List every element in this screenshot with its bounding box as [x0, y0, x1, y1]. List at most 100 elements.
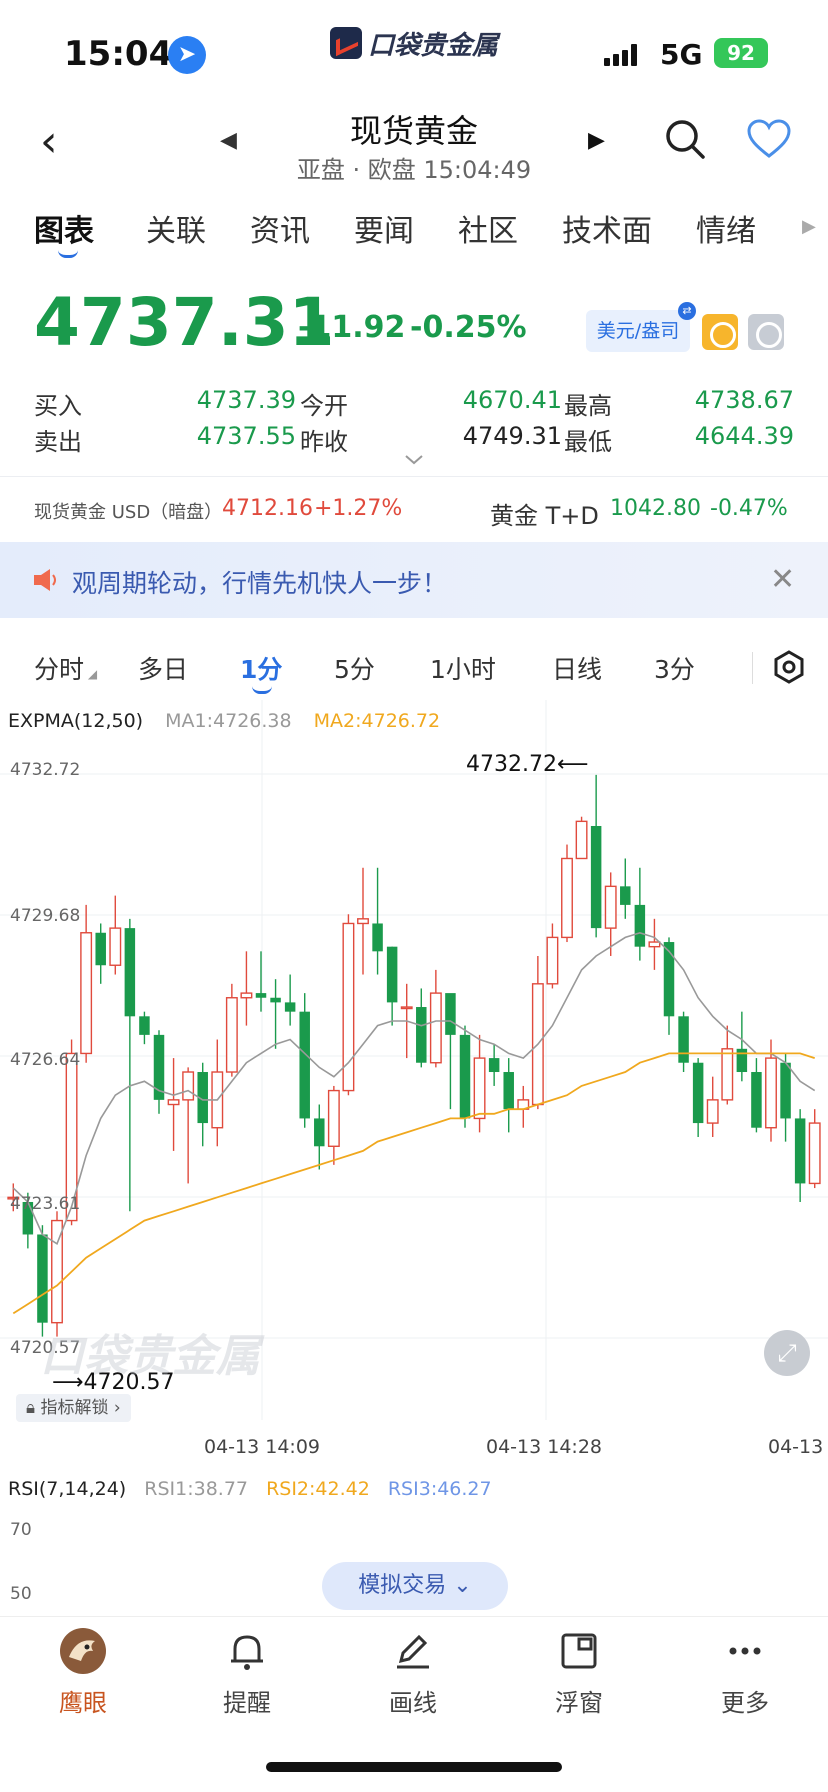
- candle-body: [429, 992, 442, 1064]
- candle-body: [575, 820, 588, 860]
- simulated-trading-label: 模拟交易: [358, 1573, 447, 1598]
- candle-body: [225, 997, 238, 1073]
- nav-label: 浮窗: [555, 1689, 603, 1717]
- price-change: -11.92: [298, 310, 406, 345]
- indicator-legend: EXPMA(12,50) MA1:4726.38 MA2:4726.72: [8, 710, 456, 732]
- period-daily[interactable]: 日线: [552, 655, 603, 684]
- simulated-trading-button[interactable]: 模拟交易 ⌄: [322, 1562, 508, 1610]
- tabs-scroll-right-icon[interactable]: ▶: [802, 216, 816, 237]
- candle-body: [678, 1016, 689, 1063]
- candle-body: [197, 1072, 208, 1124]
- nav-more[interactable]: 更多: [670, 1627, 820, 1718]
- dark-market-value: 4712.16: [222, 496, 313, 521]
- chart-settings-icon[interactable]: [772, 650, 806, 684]
- favorite-heart-icon[interactable]: [746, 118, 792, 160]
- previous-instrument-arrow-icon[interactable]: ◀: [220, 128, 237, 153]
- period-intraday[interactable]: 分时 ◢: [34, 655, 98, 684]
- tab-news[interactable]: 资讯: [250, 214, 310, 249]
- divider: [0, 476, 828, 477]
- candle-body: [22, 1201, 34, 1235]
- tab-community[interactable]: 社区: [458, 214, 518, 249]
- candle-body: [299, 1011, 310, 1119]
- candle-body: [109, 927, 122, 966]
- fullscreen-expand-icon[interactable]: ⤢: [764, 1330, 810, 1376]
- candle-body: [780, 1062, 791, 1119]
- rsi-tick-label: 50: [10, 1584, 32, 1604]
- candle-body: [124, 928, 136, 1017]
- tab-related[interactable]: 关联: [146, 214, 206, 249]
- candle-body: [459, 1034, 471, 1119]
- close-icon[interactable]: ✕: [770, 562, 796, 597]
- ma1-value: MA1:4726.38: [165, 710, 292, 732]
- max-price-value: 4732.72: [466, 752, 557, 777]
- candle-body: [416, 1007, 427, 1063]
- open-value: 4670.41: [462, 386, 562, 414]
- home-indicator: [266, 1762, 562, 1772]
- prev-close-label: 昨收: [300, 428, 348, 456]
- period-5min[interactable]: 5分: [334, 655, 375, 684]
- next-instrument-arrow-icon[interactable]: ▶: [588, 128, 605, 153]
- nav-label: 鹰眼: [59, 1689, 107, 1717]
- candle-body: [327, 1089, 340, 1147]
- nav-eagle-eye[interactable]: 鹰眼: [8, 1627, 158, 1718]
- sell-value: 4737.55: [196, 422, 296, 450]
- ma2-line: [12, 1052, 815, 1315]
- network-type: 5G: [660, 38, 703, 71]
- rsi-name: RSI(7,14,24): [8, 1478, 127, 1500]
- buy-label: 买入: [34, 392, 82, 420]
- candle-body: [620, 886, 631, 905]
- candle-body: [51, 1219, 63, 1324]
- cellular-signal-icon: [604, 42, 637, 66]
- rsi-legend: RSI(7,14,24) RSI1:38.77 RSI2:42.42 RSI3:…: [8, 1478, 504, 1500]
- candle-body: [794, 1118, 806, 1184]
- rsi1-value: RSI1:38.77: [144, 1478, 249, 1500]
- back-chevron-icon[interactable]: ‹: [40, 116, 58, 167]
- unlock-indicator-button[interactable]: 🔒︎ 指标解锁 ›: [16, 1394, 131, 1422]
- rsi-tick-label: 70: [10, 1520, 32, 1540]
- y-tick-label: 4723.61: [10, 1194, 81, 1214]
- expand-chevron-icon[interactable]: [404, 454, 424, 466]
- promo-banner[interactable]: 观周期轮动，行情先机快人一步！ ✕: [0, 542, 828, 618]
- candle-body: [765, 1057, 777, 1129]
- candlestick-chart[interactable]: [0, 700, 828, 1500]
- search-icon[interactable]: [664, 118, 706, 160]
- tab-sentiment[interactable]: 情绪: [696, 214, 756, 249]
- tab-headlines[interactable]: 要闻: [354, 214, 414, 249]
- candle-body: [751, 1072, 762, 1128]
- tab-technical[interactable]: 技术面: [562, 214, 652, 249]
- divider: [752, 652, 753, 684]
- status-time: 15:04: [64, 34, 173, 74]
- period-1hour[interactable]: 1小时: [430, 655, 496, 684]
- chevron-down-circle-icon: ⌄: [453, 1573, 472, 1598]
- period-1min[interactable]: 1分: [240, 655, 283, 684]
- nav-draw-line[interactable]: 画线: [338, 1627, 488, 1718]
- period-multi-day[interactable]: 多日: [138, 655, 189, 684]
- ma2-value: MA2:4726.72: [313, 710, 441, 732]
- active-tab-indicator: [58, 250, 78, 258]
- brand-mark-icon: [330, 27, 362, 59]
- brand-logo: 口袋贵金属: [330, 26, 498, 61]
- candle-body: [167, 1099, 180, 1106]
- candle-body: [808, 1122, 821, 1185]
- nav-alerts[interactable]: 提醒: [172, 1627, 322, 1718]
- tab-chart[interactable]: 图表: [34, 214, 94, 249]
- banner-text: 观周期轮动，行情先机快人一步！: [72, 569, 448, 598]
- related-quotes-row[interactable]: 现货黄金 USD（暗盘） 4712.16 +1.27% 黄金 T+D 1042.…: [0, 476, 828, 542]
- quote-row-2: 卖出 4737.55 昨收 4749.31 最低 4644.39: [34, 422, 794, 458]
- period-3min[interactable]: 3分: [654, 655, 695, 684]
- candle-body: [372, 923, 383, 952]
- lock-icon: 🔒︎: [26, 1398, 36, 1418]
- status-bar: 15:04 ➤ 口袋贵金属 5G 92: [0, 0, 828, 100]
- chart-area[interactable]: EXPMA(12,50) MA1:4726.38 MA2:4726.72 473…: [0, 700, 828, 1540]
- candle-body: [634, 904, 646, 947]
- candle-body: [706, 1099, 719, 1124]
- nav-float-window[interactable]: 浮窗: [504, 1627, 654, 1718]
- silver-coin-icon[interactable]: [748, 314, 784, 350]
- candle-body: [386, 946, 398, 1003]
- chevron-right-icon: ›: [113, 1398, 121, 1418]
- speaker-icon: [34, 569, 56, 591]
- swap-icon: ⇄: [678, 302, 696, 320]
- unit-toggle-button[interactable]: 美元/盎司 ⇄: [586, 302, 696, 352]
- gold-coin-icon[interactable]: [702, 314, 738, 350]
